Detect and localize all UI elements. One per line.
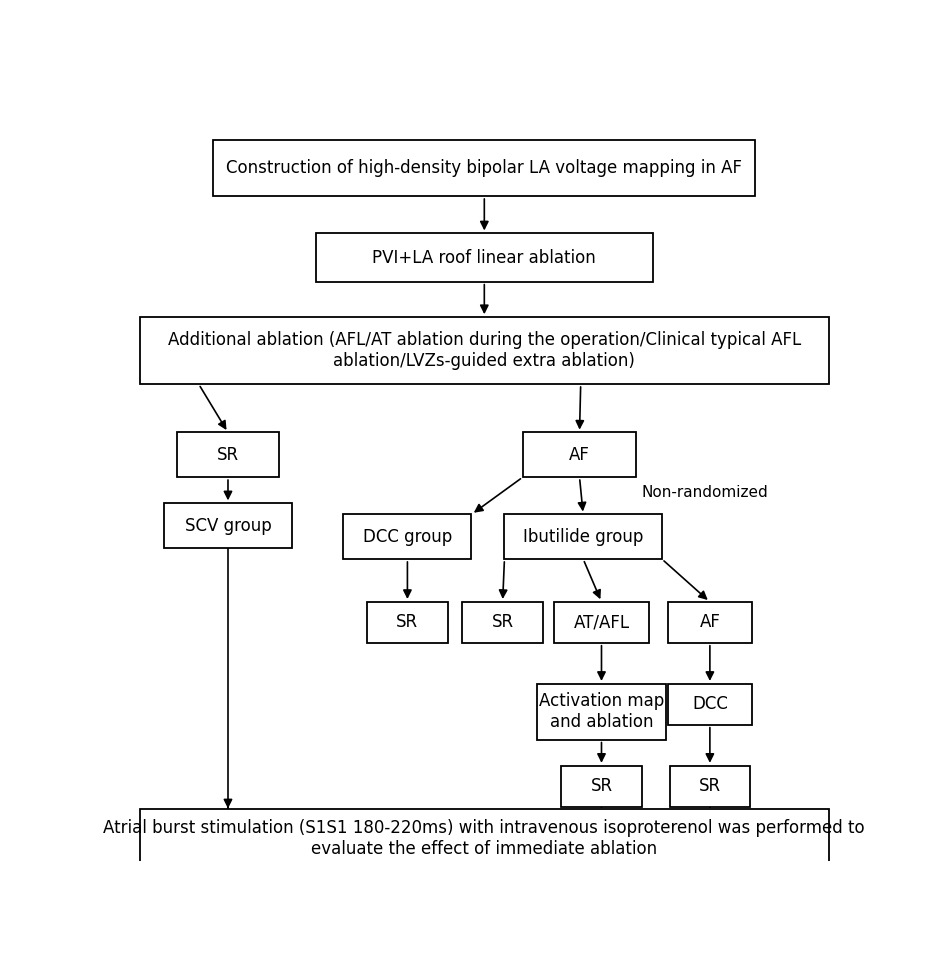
Text: Activation map
and ablation: Activation map and ablation — [538, 692, 664, 731]
Text: Non-randomized: Non-randomized — [641, 484, 767, 500]
Text: DCC group: DCC group — [362, 528, 451, 545]
Text: AF: AF — [568, 446, 589, 464]
Text: DCC: DCC — [691, 695, 727, 714]
FancyBboxPatch shape — [504, 514, 661, 559]
Text: SR: SR — [491, 613, 514, 631]
Text: PVI+LA roof linear ablation: PVI+LA roof linear ablation — [372, 249, 596, 267]
FancyBboxPatch shape — [163, 503, 292, 548]
Text: Additional ablation (AFL/AT ablation during the operation/Clinical typical AFL
a: Additional ablation (AFL/AT ablation dur… — [167, 331, 801, 370]
Text: SR: SR — [396, 613, 418, 631]
FancyBboxPatch shape — [667, 601, 751, 643]
Text: SCV group: SCV group — [184, 516, 271, 535]
Text: AT/AFL: AT/AFL — [573, 613, 629, 631]
Text: Construction of high-density bipolar LA voltage mapping in AF: Construction of high-density bipolar LA … — [226, 160, 742, 177]
FancyBboxPatch shape — [177, 432, 279, 477]
FancyBboxPatch shape — [462, 601, 542, 643]
FancyBboxPatch shape — [669, 766, 750, 806]
FancyBboxPatch shape — [140, 317, 828, 384]
Text: Ibutilide group: Ibutilide group — [522, 528, 643, 545]
FancyBboxPatch shape — [343, 514, 471, 559]
FancyBboxPatch shape — [140, 808, 828, 868]
Text: AF: AF — [699, 613, 719, 631]
Text: SR: SR — [698, 777, 720, 795]
FancyBboxPatch shape — [366, 601, 447, 643]
Text: Atrial burst stimulation (S1S1 180-220ms) with intravenous isoproterenol was per: Atrial burst stimulation (S1S1 180-220ms… — [104, 819, 864, 858]
FancyBboxPatch shape — [561, 766, 641, 806]
Text: SR: SR — [217, 446, 239, 464]
FancyBboxPatch shape — [667, 684, 751, 724]
FancyBboxPatch shape — [553, 601, 649, 643]
Text: SR: SR — [590, 777, 612, 795]
FancyBboxPatch shape — [522, 432, 635, 477]
FancyBboxPatch shape — [213, 140, 754, 196]
FancyBboxPatch shape — [537, 684, 665, 740]
FancyBboxPatch shape — [315, 233, 652, 281]
